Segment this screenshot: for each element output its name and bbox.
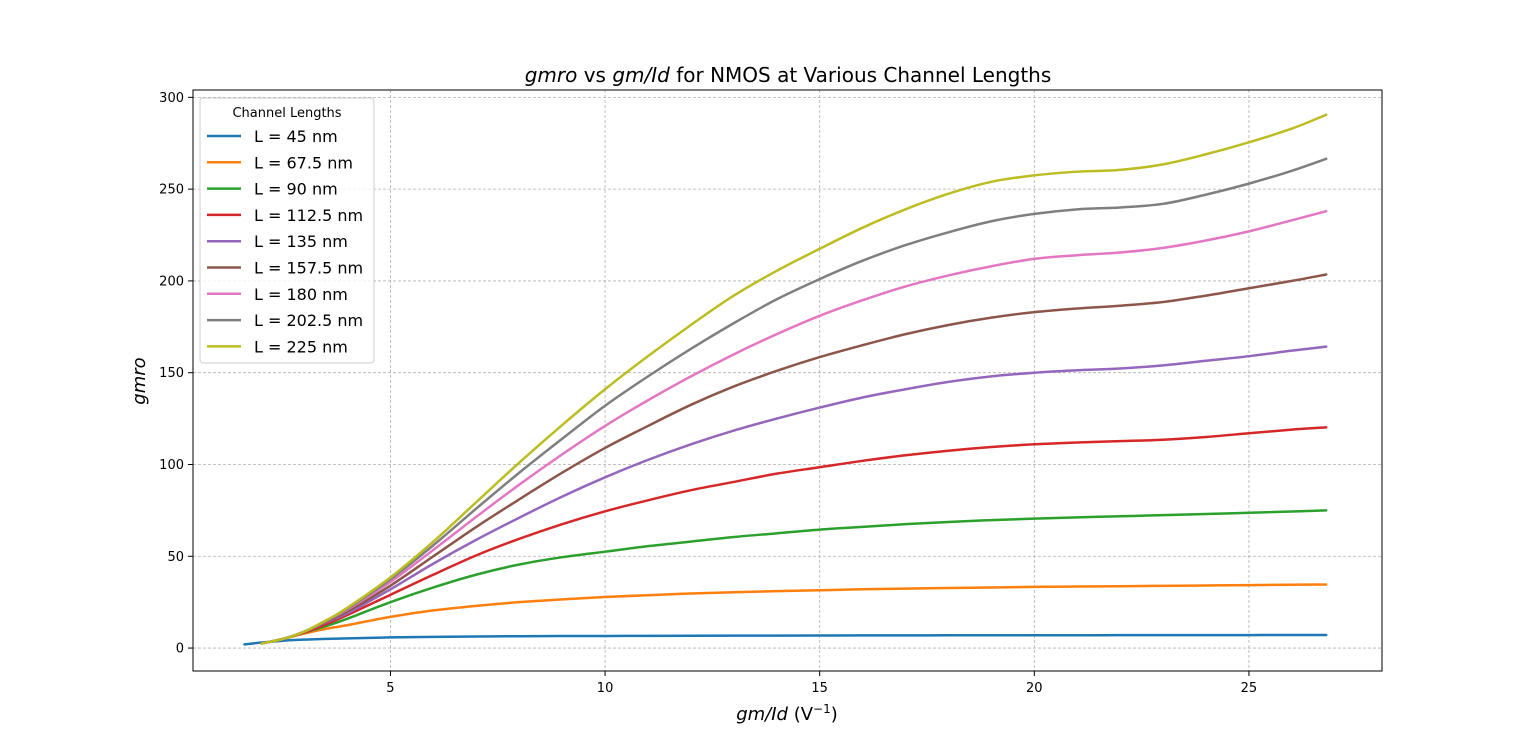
- series-line-7: [260, 209, 1328, 645]
- y-tick-label: 250: [159, 183, 184, 198]
- legend-label: L = 90 nm: [254, 180, 338, 199]
- y-tick-label: 300: [159, 91, 184, 106]
- legend: Channel Lengths L = 45 nmL = 67.5 nmL = …: [199, 97, 375, 364]
- x-label-part-2: (V: [788, 704, 814, 725]
- legend-label: L = 157.5 nm: [254, 259, 363, 278]
- x-label-part-4: ): [831, 704, 838, 725]
- x-label-part-1: gm/Id: [736, 704, 788, 725]
- legend-items: L = 45 nm L = 67.5 nm L = 90 nm L = 112.5 n…: [207, 127, 363, 356]
- series-line-4: [260, 426, 1328, 645]
- series-line-1: [243, 633, 1328, 646]
- x-axis-label: gm/Id (V−1): [736, 702, 838, 725]
- x-label-superscript: −1: [813, 702, 831, 716]
- legend-label: L = 202.5 nm: [254, 311, 363, 330]
- series-line-6: [260, 273, 1328, 645]
- y-tick-label: 200: [159, 274, 184, 289]
- series-line-3: [260, 509, 1328, 645]
- legend-frame: [199, 97, 375, 364]
- chart-title: gmro vs gm/Id for NMOS at Various Channe…: [525, 63, 1052, 87]
- series-layer: [243, 113, 1328, 646]
- y-tick-label: 100: [159, 458, 184, 473]
- legend-label: L = 180 nm: [254, 285, 348, 304]
- legend-label: L = 135 nm: [254, 232, 348, 251]
- x-tick-label: 25: [1241, 681, 1258, 696]
- title-part-1: gmro: [525, 63, 578, 87]
- x-tick-label: 5: [386, 681, 394, 696]
- title-part-4: for NMOS at Various Channel Lengths: [670, 63, 1051, 87]
- x-tick-label: 15: [811, 681, 828, 696]
- legend-label: L = 45 nm: [254, 127, 338, 146]
- series-line-9: [260, 113, 1328, 645]
- title-part-3: gm/Id: [612, 63, 670, 87]
- grid-layer: [193, 90, 1382, 671]
- x-tick-label: 10: [597, 681, 614, 696]
- legend-label: L = 112.5 nm: [254, 206, 363, 225]
- y-tick-label: 0: [176, 642, 184, 657]
- series-line-2: [260, 583, 1328, 645]
- x-tick-label: 20: [1026, 681, 1043, 696]
- y-tick-label: 50: [167, 550, 184, 565]
- legend-label: L = 67.5 nm: [254, 153, 353, 172]
- plot-frame: [192, 89, 1383, 672]
- legend-label: L = 225 nm: [254, 337, 348, 356]
- y-axis-label: gmro: [129, 357, 150, 404]
- y-tick-label: 150: [159, 366, 184, 381]
- series-line-5: [260, 345, 1328, 645]
- title-part-2: vs: [577, 63, 612, 87]
- legend-title: Channel Lengths: [232, 106, 341, 121]
